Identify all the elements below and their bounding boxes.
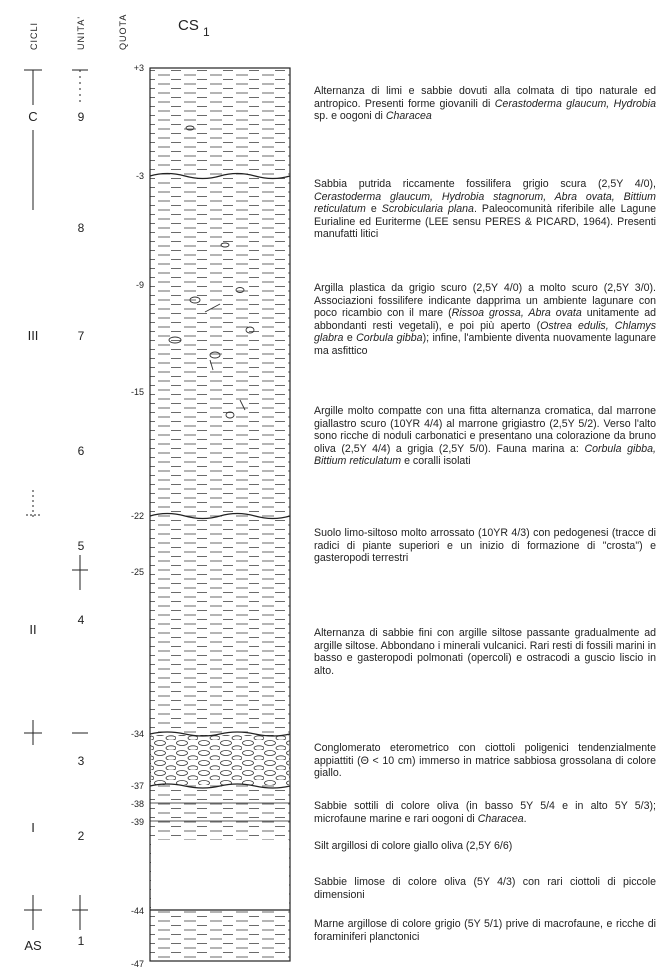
taxon-name: Scrobicularia plana — [382, 203, 474, 215]
taxon-name: Cerastoderma glaucum, Hydrobia — [495, 98, 656, 110]
description-text: Silt argillosi di colore giallo oliva (2… — [314, 840, 512, 852]
quota-label: -38 — [131, 799, 144, 809]
layer-description: Alternanza di limi e sabbie dovuti alla … — [314, 85, 656, 123]
quota-header: QUOTA — [118, 14, 128, 50]
description-text: Marne argillose di colore grigio (5Y 5/1… — [314, 918, 656, 943]
description-text: . — [524, 813, 527, 825]
quota-label: -9 — [136, 280, 144, 290]
layer-description: Argille molto compatte con una fitta alt… — [314, 405, 656, 468]
description-text: e — [366, 203, 382, 215]
cycle-label: III — [28, 328, 39, 343]
quota-label: -44 — [131, 906, 144, 916]
quota-label: +3 — [134, 63, 144, 73]
quota-label: -34 — [131, 729, 144, 739]
layer-description: Sabbie limose di colore oliva (5Y 4/3) c… — [314, 876, 656, 901]
quota-label: -39 — [131, 817, 144, 827]
taxon-name: Rissoa grossa, Abra ovata — [452, 307, 582, 319]
quota-label: -15 — [131, 387, 144, 397]
unit-label: 4 — [78, 613, 85, 627]
quota-label: -47 — [131, 959, 144, 967]
description-text: Sabbie limose di colore oliva (5Y 4/3) c… — [314, 876, 656, 901]
layer-description: Marne argillose di colore grigio (5Y 5/1… — [314, 918, 656, 943]
unit-label: 1 — [78, 934, 85, 948]
left-columns — [24, 70, 88, 930]
cycle-label: AS — [24, 938, 42, 953]
description-text: e coralli isolati — [401, 455, 470, 467]
layer-description: Suolo limo-siltoso molto arrossato (10YR… — [314, 527, 656, 565]
taxon-name: Characea — [386, 110, 432, 122]
description-text: Suolo limo-siltoso molto arrossato (10YR… — [314, 527, 656, 564]
taxon-name: Corbula gibba — [356, 332, 422, 344]
taxon-name: Characea — [478, 813, 524, 825]
unit-label: 3 — [78, 754, 85, 768]
section-title: CS — [178, 17, 199, 34]
unit-label: 7 — [78, 329, 85, 343]
quota-label: -3 — [136, 171, 144, 181]
unit-label: 6 — [78, 444, 85, 458]
quota-label: -37 — [131, 781, 144, 791]
description-text: e — [343, 332, 356, 344]
layer-description: Alternanza di sabbie fini con argille si… — [314, 627, 656, 677]
cycle-label: C — [28, 109, 37, 124]
description-text: Sabbia putrida riccamente fossilifera gr… — [314, 178, 656, 190]
quota-label: -22 — [131, 511, 144, 521]
section-subscript: 1 — [203, 25, 210, 39]
unit-label: 2 — [78, 829, 85, 843]
units-header: UNITA' — [76, 16, 86, 50]
silt-layer — [151, 840, 289, 908]
description-text: Alternanza di sabbie fini con argille si… — [314, 627, 656, 677]
layer-description: Argilla plastica da grigio scuro (2,5Y 4… — [314, 282, 656, 358]
layer-description: Conglomerato eterometrico con ciottoli p… — [314, 742, 656, 780]
description-text: Conglomerato eterometrico con ciottoli p… — [314, 742, 656, 779]
conglomerate — [151, 735, 289, 785]
layer-description: Sabbia putrida riccamente fossilifera gr… — [314, 178, 656, 241]
unit-label: 5 — [78, 539, 85, 553]
column — [150, 68, 290, 961]
page: CICLI UNITA' QUOTA CS 1 CIIIIIIAS9876543… — [0, 0, 664, 967]
quota-label: -25 — [131, 567, 144, 577]
description-text: sp. e oogoni di — [314, 110, 386, 122]
layer-description: Silt argillosi di colore giallo oliva (2… — [314, 840, 656, 853]
cycle-label: II — [29, 622, 36, 637]
unit-label: 8 — [78, 221, 85, 235]
cycle-label: I — [31, 820, 35, 835]
layer-description: Sabbie sottili di colore oliva (in basso… — [314, 800, 656, 825]
unit-label: 9 — [78, 110, 85, 124]
cycles-header: CICLI — [29, 22, 39, 50]
